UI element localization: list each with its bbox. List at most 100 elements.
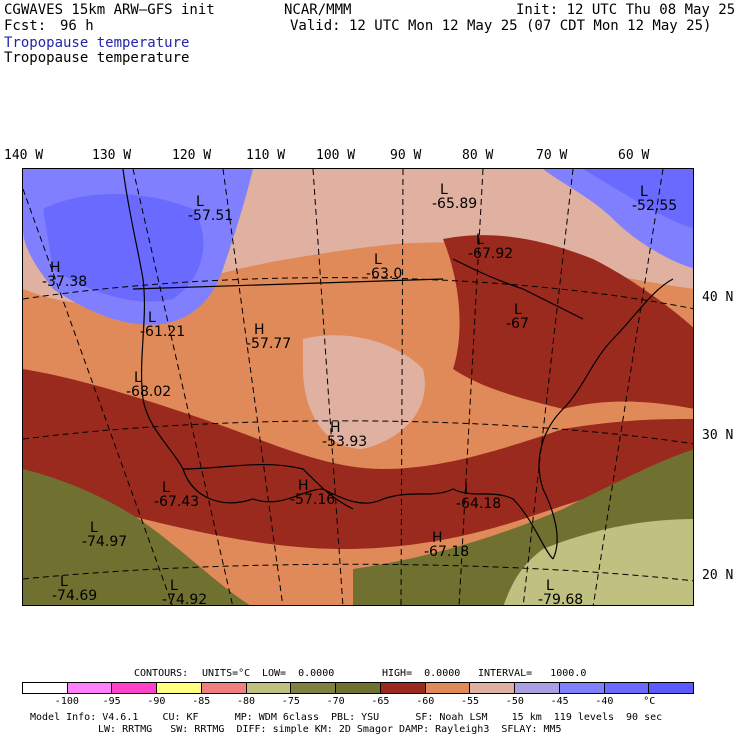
lat-label-30n: 30 N: [702, 428, 734, 443]
forecast-hour: 96 h: [60, 18, 94, 34]
grid-line-60w: [592, 169, 664, 605]
color-legend-tick: -45: [550, 696, 569, 707]
color-swatch: [559, 683, 605, 693]
color-legend-tick: -65: [371, 696, 390, 707]
init-time: Init: 12 UTC Thu 08 May 25: [516, 2, 736, 18]
grid-line-40n: [23, 277, 693, 310]
model-info-line1: Model Info: V4.6.1 CU: KF MP: WDM 6class…: [30, 712, 663, 723]
color-legend-tick: -80: [237, 696, 256, 707]
coastlines: [122, 169, 674, 560]
color-legend-tick: -100: [54, 696, 79, 707]
color-legend-tick: °C: [643, 696, 656, 707]
color-swatch: [336, 683, 381, 693]
center-letter: H: [330, 420, 341, 436]
center-letter: L: [134, 370, 142, 386]
center-value: -52.55: [632, 198, 678, 214]
border-us-mexico: [182, 463, 354, 510]
tropical-region-west: [23, 469, 250, 605]
grid-line-100w: [312, 169, 344, 605]
lon-label-90w: 90 W: [390, 148, 422, 163]
forecast-label: Fcst:: [4, 18, 47, 34]
lat-lon-grid: [23, 169, 693, 605]
grid-line-30n: [23, 420, 693, 445]
center-letter: L: [374, 252, 382, 268]
color-legend-tick: -75: [281, 696, 300, 707]
center-letter: H: [298, 478, 309, 494]
map-svg: [23, 169, 693, 605]
contours-interval: INTERVAL= 1000.0: [478, 668, 587, 679]
center-value: -74.69: [52, 588, 98, 604]
grid-line-20n: [23, 563, 693, 582]
center-letter: L: [476, 232, 484, 248]
center-value: -65.89: [432, 196, 478, 212]
center-letter: H: [50, 260, 61, 276]
color-swatch: [515, 683, 560, 693]
lon-label-80w: 80 W: [462, 148, 494, 163]
valid-time: Valid: 12 UTC Mon 12 May 25 (07 CDT Mon …: [290, 18, 712, 34]
color-swatch: [157, 683, 202, 693]
center-value: -57.77: [246, 336, 292, 352]
cold-band-south: [23, 369, 693, 549]
lon-label-70w: 70 W: [536, 148, 568, 163]
color-swatch: [470, 683, 516, 693]
contours-high: HIGH= 0.0000: [382, 668, 461, 679]
color-swatch: [604, 683, 650, 693]
coastline-east: [538, 278, 674, 560]
field-title-contour: Tropopause temperature: [4, 50, 190, 66]
color-legend: [22, 682, 694, 694]
tropopause-map: [22, 168, 694, 606]
coastline-west-gulf: [122, 169, 554, 560]
grid-line-110w: [222, 169, 284, 605]
center-value: -74.97: [82, 534, 128, 550]
lat-label-40n: 40 N: [702, 290, 734, 305]
center-letter: H: [432, 530, 443, 546]
center-value: -67.43: [154, 494, 200, 510]
lon-label-120w: 120 W: [172, 148, 212, 163]
warm-core-west: [43, 194, 204, 302]
center-letter: L: [162, 480, 170, 496]
color-legend-tick: -55: [461, 696, 480, 707]
color-swatch: [23, 683, 68, 693]
border-us-canada: [132, 278, 444, 290]
center-letter: L: [60, 574, 68, 590]
center-value: -37.38: [42, 274, 88, 290]
center-letter: H: [254, 322, 265, 338]
center-letter: L: [196, 194, 204, 210]
grid-line-70w: [522, 169, 574, 605]
great-lakes-outline: [452, 258, 584, 320]
color-legend-tick: -40: [595, 696, 614, 707]
center-letter: L: [546, 578, 554, 594]
color-legend-tick: -70: [326, 696, 345, 707]
lon-label-60w: 60 W: [618, 148, 650, 163]
color-legend-tick: -95: [102, 696, 121, 707]
lon-label-130w: 130 W: [92, 148, 132, 163]
center-value: -63.0: [366, 266, 403, 282]
color-swatch: [649, 683, 694, 693]
color-legend-tick: -60: [416, 696, 435, 707]
center-letter: L: [90, 520, 98, 536]
caribbean-region: [503, 519, 693, 605]
center-letter: L: [514, 302, 522, 318]
center-value: -64.18: [456, 496, 502, 512]
center-value: -67.92: [468, 246, 514, 262]
center-value: -68.02: [126, 384, 172, 400]
center-letter: L: [464, 482, 472, 498]
grid-line-130w: [23, 188, 173, 605]
contours-low: LOW= 0.0000: [262, 668, 335, 679]
lon-label-110w: 110 W: [246, 148, 286, 163]
color-swatch: [67, 683, 113, 693]
center-value: -79.68: [538, 592, 584, 608]
center-letter: L: [440, 182, 448, 198]
cold-band-east: [443, 235, 693, 409]
center-letter: L: [170, 578, 178, 594]
color-legend-tick: -50: [505, 696, 524, 707]
color-swatch: [201, 683, 247, 693]
contours-label: CONTOURS:: [134, 668, 189, 679]
center-value: -61.21: [140, 324, 186, 340]
color-swatch: [291, 683, 337, 693]
field-title-color: Tropopause temperature: [4, 35, 190, 51]
color-swatch: [380, 683, 426, 693]
grid-line-90w: [400, 169, 404, 605]
lon-label-140w: 140 W: [4, 148, 44, 163]
color-swatch: [246, 683, 292, 693]
